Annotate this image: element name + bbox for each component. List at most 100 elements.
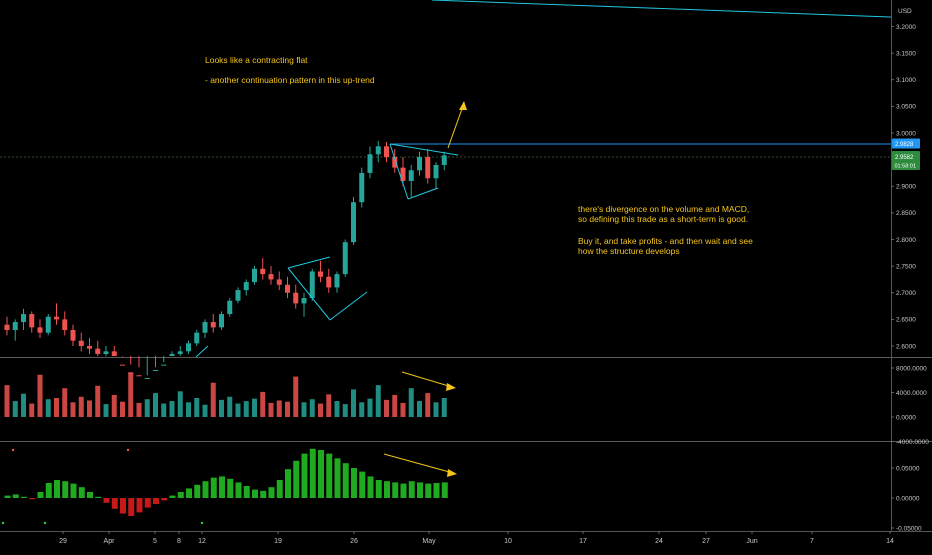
candle-down[interactable]: [318, 271, 323, 277]
candle-down[interactable]: [70, 330, 76, 341]
macd-bar[interactable]: [111, 498, 118, 509]
macd-bar[interactable]: [326, 453, 333, 498]
candle-up[interactable]: [301, 298, 307, 304]
volume-bar[interactable]: [417, 401, 422, 417]
macd-bar[interactable]: [400, 483, 407, 498]
macd-bar[interactable]: [103, 498, 110, 503]
volume-bar[interactable]: [177, 391, 183, 417]
volume-axis-ticks[interactable]: 8000.0000 4000.0000 0.0000 -4000.0000: [891, 365, 929, 446]
candle-up[interactable]: [342, 242, 348, 275]
macd-arrow-shaft[interactable]: [383, 453, 454, 474]
macd-bar[interactable]: [144, 498, 151, 508]
macd-bar[interactable]: [301, 453, 308, 498]
macd-bar[interactable]: [78, 487, 85, 498]
volume-bar[interactable]: [4, 385, 10, 417]
up-arrow-shaft[interactable]: [447, 105, 464, 149]
candle-down[interactable]: [78, 340, 84, 346]
macd-bar[interactable]: [235, 482, 242, 498]
volume-bar[interactable]: [37, 374, 43, 417]
macd-bar[interactable]: [169, 495, 176, 498]
candle-up[interactable]: [144, 377, 150, 379]
volume-divergence-arrow[interactable]: [401, 371, 456, 391]
macd-bar[interactable]: [128, 498, 135, 516]
macd-bar[interactable]: [186, 488, 192, 498]
volume-bar[interactable]: [408, 388, 414, 417]
candle-down[interactable]: [4, 324, 10, 331]
volume-bar[interactable]: [309, 399, 315, 417]
volume-bar[interactable]: [219, 399, 224, 417]
macd-bar[interactable]: [153, 498, 159, 504]
contracting-flat-triangle[interactable]: [389, 143, 459, 200]
macd-bar[interactable]: [252, 489, 258, 498]
macd-bar[interactable]: [136, 498, 143, 513]
volume-bar[interactable]: [194, 398, 200, 417]
candle-up[interactable]: [309, 271, 315, 299]
candle-down[interactable]: [37, 327, 43, 333]
volume-bar[interactable]: [433, 402, 439, 417]
volume-bar[interactable]: [21, 393, 26, 417]
macd-axis-ticks[interactable]: 0.05000 0.00000 -0.05000: [891, 465, 922, 532]
volume-bar[interactable]: [62, 388, 68, 417]
up-arrow[interactable]: [447, 101, 467, 149]
macd-bar[interactable]: [37, 492, 44, 498]
volume-bar[interactable]: [425, 393, 431, 417]
volume-bar[interactable]: [227, 396, 233, 417]
macd-bar[interactable]: [4, 495, 11, 498]
macd-bar[interactable]: [87, 492, 93, 498]
candle-down[interactable]: [425, 156, 431, 179]
macd-bar[interactable]: [367, 476, 374, 498]
last-price-badge[interactable]: 2.9582 01:58:01: [892, 151, 920, 170]
macd-bar[interactable]: [62, 481, 69, 498]
volume-bar[interactable]: [392, 394, 398, 417]
macd-histogram[interactable]: [4, 448, 448, 516]
macd-bar[interactable]: [260, 490, 267, 498]
volume-bar[interactable]: [111, 394, 117, 417]
macd-arrow-head[interactable]: [447, 469, 457, 477]
volume-arrow-head[interactable]: [446, 383, 456, 391]
macd-bar[interactable]: [227, 478, 234, 498]
volume-bar[interactable]: [136, 402, 142, 417]
macd-bar[interactable]: [276, 480, 283, 498]
volume-bar[interactable]: [276, 400, 282, 417]
macd-bar[interactable]: [309, 448, 316, 498]
volume-bar[interactable]: [235, 403, 241, 417]
candle-up[interactable]: [45, 316, 51, 333]
volume-bar[interactable]: [285, 401, 290, 417]
macd-bar[interactable]: [219, 476, 225, 498]
resistance-price-badge[interactable]: 2.9828: [892, 138, 920, 149]
candle-down[interactable]: [260, 268, 266, 275]
time-axis-labels[interactable]: 29 Apr 5 8 12 19 26 May 10 17 24 27 Jun 7 14: [59, 531, 894, 545]
candle-down[interactable]: [326, 276, 332, 288]
candle-up[interactable]: [243, 282, 249, 291]
volume-bar[interactable]: [70, 402, 76, 417]
flat-lower-line[interactable]: [407, 187, 439, 200]
apr-small-drawing[interactable]: [195, 345, 209, 358]
candle-up[interactable]: [21, 314, 26, 323]
flat-left-edge[interactable]: [389, 143, 409, 200]
candle-down[interactable]: [136, 375, 142, 377]
macd-bar[interactable]: [392, 482, 399, 498]
macd-bar[interactable]: [359, 471, 366, 498]
candle-up[interactable]: [169, 353, 175, 356]
volume-bar[interactable]: [54, 398, 59, 417]
macd-bar[interactable]: [177, 492, 184, 498]
candle-up[interactable]: [103, 351, 109, 354]
volume-bar[interactable]: [128, 372, 134, 417]
annotation-divergence-line-1[interactable]: there's divergence on the volume and MAC…: [578, 204, 749, 214]
volume-bar[interactable]: [268, 402, 274, 417]
candle-down[interactable]: [62, 319, 68, 331]
macd-bar[interactable]: [243, 486, 250, 498]
macd-bar[interactable]: [95, 496, 102, 498]
candle-up[interactable]: [441, 155, 447, 165]
annotation-divergence-line-2[interactable]: so defining this trade as a short-term i…: [578, 214, 748, 224]
candle-down[interactable]: [29, 314, 35, 328]
candle-down[interactable]: [285, 284, 290, 293]
volume-bar[interactable]: [375, 385, 381, 417]
macd-bar[interactable]: [318, 450, 324, 498]
candle-up[interactable]: [177, 351, 183, 354]
macd-bar[interactable]: [12, 494, 19, 498]
macd-divergence-arrow[interactable]: [383, 453, 457, 477]
annotation-contracting-flat[interactable]: Looks like a contracting flat: [205, 55, 308, 65]
volume-bar[interactable]: [342, 404, 348, 417]
